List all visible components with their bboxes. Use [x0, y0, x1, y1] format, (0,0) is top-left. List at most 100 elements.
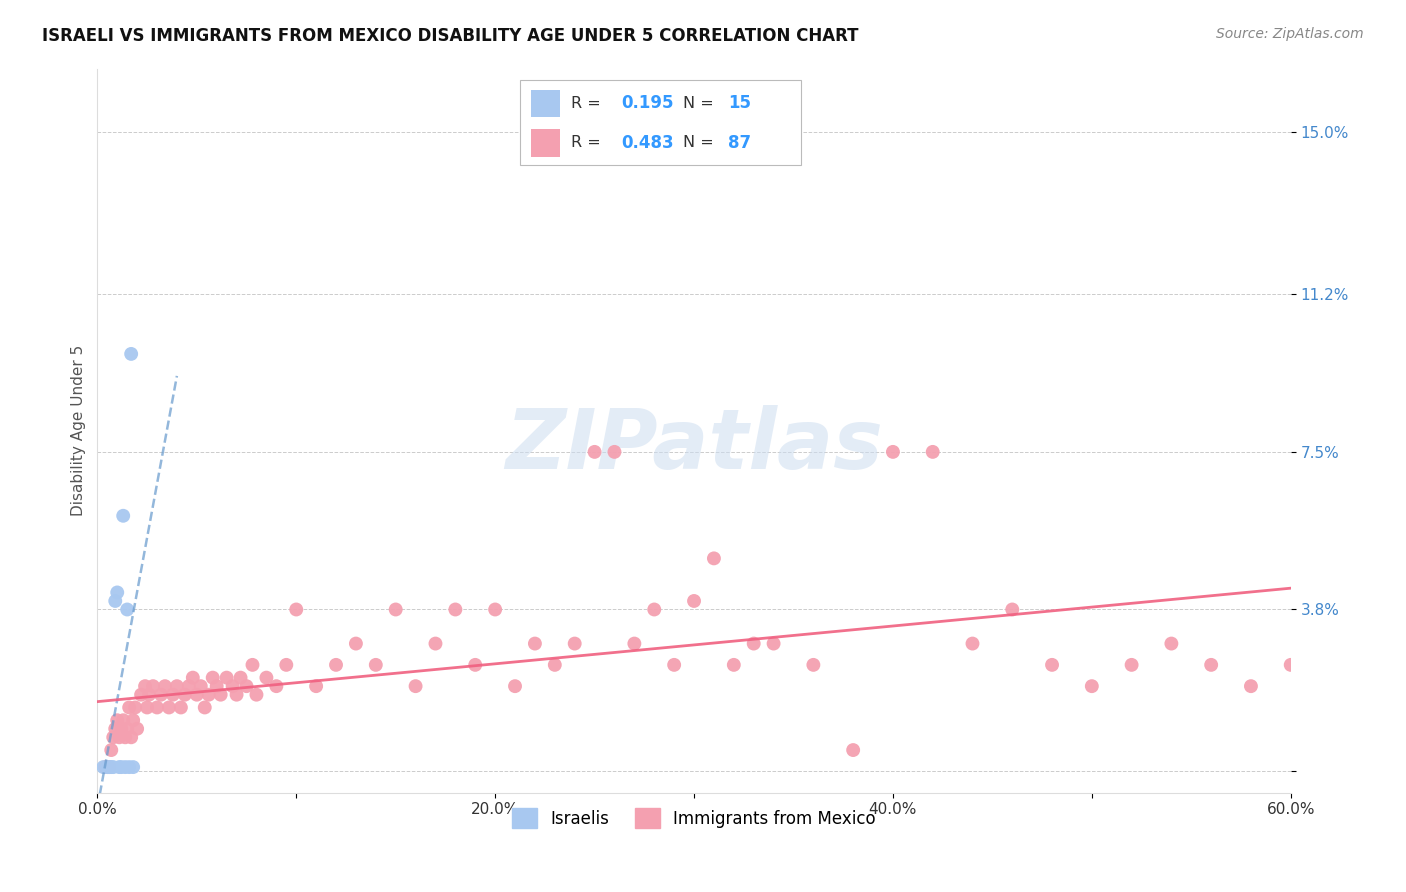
Point: [762, 636, 785, 650]
Point: [276, 657, 298, 672]
Point: [108, 731, 131, 745]
Text: N =: N =: [683, 95, 720, 111]
Point: [194, 700, 217, 714]
Point: [96, 760, 118, 774]
Point: [523, 636, 546, 650]
Point: [464, 657, 486, 672]
Point: [98, 760, 121, 774]
Point: [1199, 657, 1222, 672]
Point: [266, 679, 288, 693]
Point: [882, 445, 904, 459]
Point: [115, 602, 138, 616]
Text: 0.195: 0.195: [621, 95, 673, 112]
Point: [803, 657, 825, 672]
Point: [153, 679, 176, 693]
Point: [344, 636, 367, 650]
Point: [150, 688, 173, 702]
Point: [921, 445, 943, 459]
Point: [603, 445, 626, 459]
Point: [364, 657, 387, 672]
Point: [118, 760, 141, 774]
Point: [703, 551, 725, 566]
Point: [662, 657, 685, 672]
Point: [105, 713, 128, 727]
Point: [235, 679, 257, 693]
Point: [544, 657, 567, 672]
Point: [484, 602, 506, 616]
Point: [245, 688, 267, 702]
Point: [1081, 679, 1104, 693]
Point: [100, 760, 122, 774]
Text: R =: R =: [571, 95, 606, 111]
Point: [1121, 657, 1143, 672]
Point: [120, 731, 142, 745]
Point: [124, 700, 146, 714]
Point: [229, 671, 252, 685]
Point: [623, 636, 645, 650]
Point: [325, 657, 347, 672]
Point: [94, 760, 117, 774]
Point: [215, 671, 238, 685]
Point: [115, 722, 138, 736]
Point: [142, 679, 165, 693]
Point: [104, 722, 127, 736]
Point: [129, 688, 152, 702]
Point: [723, 657, 745, 672]
Point: [162, 688, 184, 702]
Point: [962, 636, 984, 650]
Point: [444, 602, 467, 616]
Point: [157, 700, 180, 714]
Point: [170, 700, 193, 714]
Y-axis label: Disability Age Under 5: Disability Age Under 5: [72, 345, 86, 516]
Point: [112, 713, 135, 727]
FancyBboxPatch shape: [531, 129, 560, 157]
Point: [643, 602, 665, 616]
Text: 0.483: 0.483: [621, 134, 673, 152]
Point: [108, 760, 131, 774]
Point: [134, 679, 156, 693]
Point: [190, 679, 212, 693]
Point: [254, 671, 277, 685]
Point: [110, 722, 132, 736]
Point: [205, 679, 228, 693]
Point: [110, 760, 132, 774]
Point: [1240, 679, 1263, 693]
Point: [285, 602, 308, 616]
Point: [127, 722, 149, 736]
Point: [1001, 602, 1024, 616]
Point: [197, 688, 219, 702]
Point: [186, 688, 208, 702]
Point: [583, 445, 606, 459]
Point: [1160, 636, 1182, 650]
Legend: Israelis, Immigrants from Mexico: Israelis, Immigrants from Mexico: [506, 801, 883, 835]
Point: [104, 594, 127, 608]
Point: [742, 636, 765, 650]
Point: [425, 636, 447, 650]
Point: [564, 636, 586, 650]
Point: [138, 688, 160, 702]
Text: ISRAELI VS IMMIGRANTS FROM MEXICO DISABILITY AGE UNDER 5 CORRELATION CHART: ISRAELI VS IMMIGRANTS FROM MEXICO DISABI…: [42, 27, 859, 45]
Point: [100, 743, 122, 757]
Point: [114, 731, 136, 745]
Text: R =: R =: [571, 136, 606, 151]
Point: [242, 657, 264, 672]
Point: [122, 713, 145, 727]
Point: [166, 679, 188, 693]
Point: [1040, 657, 1063, 672]
Point: [96, 760, 118, 774]
Text: N =: N =: [683, 136, 720, 151]
Point: [120, 347, 142, 361]
Point: [98, 760, 121, 774]
Point: [136, 700, 159, 714]
Point: [112, 508, 135, 523]
Point: [118, 700, 141, 714]
Point: [91, 760, 114, 774]
Point: [105, 585, 128, 599]
FancyBboxPatch shape: [520, 80, 801, 165]
Point: [209, 688, 232, 702]
Point: [683, 594, 706, 608]
FancyBboxPatch shape: [531, 89, 560, 117]
Text: 15: 15: [728, 95, 751, 112]
Text: ZIPatlas: ZIPatlas: [505, 405, 883, 485]
Point: [173, 688, 195, 702]
